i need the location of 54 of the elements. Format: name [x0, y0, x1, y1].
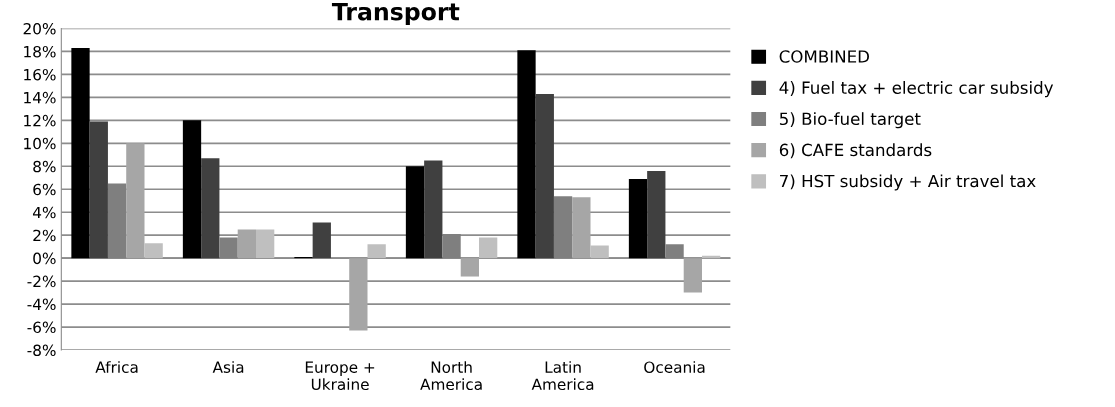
y-tick-label: 18% [24, 45, 56, 58]
y-tick-label: 0% [33, 252, 56, 265]
bar [349, 258, 368, 331]
bar [182, 120, 202, 259]
y-tick-label: 2% [33, 229, 56, 242]
bar [517, 50, 536, 259]
chart-title: Transport [331, 2, 460, 26]
bar [219, 237, 238, 259]
y-tick-label: 10% [24, 137, 56, 150]
bar [442, 234, 461, 259]
y-tick-label: -8% [27, 344, 56, 357]
y-tick-label: 4% [32, 206, 56, 219]
bar [89, 121, 108, 259]
y-tick-label: 8% [33, 160, 56, 173]
bar [683, 258, 702, 293]
y-tick-label: -6% [27, 321, 56, 334]
x-tick-label: North America [420, 361, 482, 391]
bar [367, 244, 386, 259]
x-tick-label: Latin America [531, 361, 594, 391]
bar [256, 229, 275, 259]
bar [126, 143, 145, 259]
legend-label: COMBINED [779, 50, 870, 63]
legend-label: 5) Bio-fuel target [779, 112, 921, 129]
legend-label: 7) HST subsidy + Air travel tax [780, 174, 1036, 191]
bar [237, 229, 256, 259]
bar [479, 237, 498, 259]
y-tick-label: 16% [24, 68, 56, 81]
x-tick-label: Europe + Ukraine [305, 361, 375, 391]
bar [107, 183, 127, 259]
y-tick-label: 6% [33, 183, 56, 196]
y-tick-label: -2% [27, 275, 56, 288]
y-tick-label: 14% [24, 91, 56, 104]
bar [424, 160, 443, 259]
bar [71, 48, 90, 259]
bar [665, 244, 684, 259]
x-tick-label: Asia [212, 361, 244, 373]
bar [405, 166, 425, 259]
legend-label: 4) Fuel tax + electric car subsidy [779, 81, 1054, 98]
bar [647, 170, 666, 259]
bar [553, 196, 573, 259]
bar [312, 222, 331, 259]
y-tick-label: -4% [27, 298, 56, 311]
bar [628, 178, 648, 259]
bar [535, 93, 554, 259]
y-tick-label: 20% [23, 22, 56, 35]
x-tick-label: Oceania [644, 361, 705, 373]
y-tick-label: 12% [24, 114, 56, 127]
bar [460, 258, 479, 277]
bar [572, 197, 591, 259]
x-tick-label: Africa [95, 361, 138, 373]
bar [201, 158, 220, 259]
bar [144, 243, 163, 259]
bar [590, 245, 609, 259]
legend-label: 6) CAFE standards [779, 143, 932, 159]
